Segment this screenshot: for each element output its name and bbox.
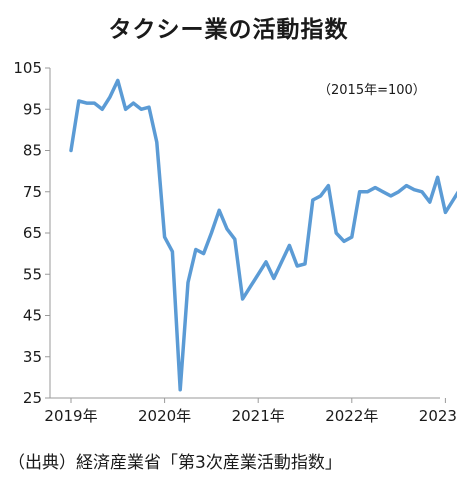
y-tick-label: 75 bbox=[23, 183, 42, 201]
y-tick-label: 65 bbox=[23, 224, 42, 242]
y-tick-label: 45 bbox=[23, 307, 42, 325]
y-tick-label: 95 bbox=[23, 100, 42, 118]
y-tick-label: 25 bbox=[23, 389, 42, 407]
y-tick-label: 85 bbox=[23, 142, 42, 160]
x-tick-label: 2019年 bbox=[44, 407, 97, 425]
y-axis-ticks: 25 35 45 55 65 75 85 95 105 bbox=[13, 59, 50, 407]
series-line bbox=[69, 78, 457, 392]
chart-axes bbox=[49, 68, 440, 399]
y-tick-label: 35 bbox=[23, 348, 42, 366]
x-tick-label: 2022年 bbox=[325, 407, 378, 425]
y-tick-label: 55 bbox=[23, 265, 42, 283]
base-year-annotation: （2015年=100） bbox=[318, 83, 426, 98]
x-tick-label: 2021年 bbox=[232, 407, 285, 425]
series-points bbox=[71, 80, 457, 390]
chart-source: （出典）経済産業省「第3次産業活動指数」 bbox=[8, 453, 342, 473]
x-tick-label: 2020年 bbox=[138, 407, 191, 425]
chart-title: タクシー業の活動指数 bbox=[108, 17, 349, 43]
x-tick-label: 2023年 bbox=[419, 407, 457, 425]
y-tick-label: 105 bbox=[13, 59, 42, 77]
x-axis-ticks: 2019年 2020年 2021年 2022年 2023年 bbox=[44, 398, 457, 425]
